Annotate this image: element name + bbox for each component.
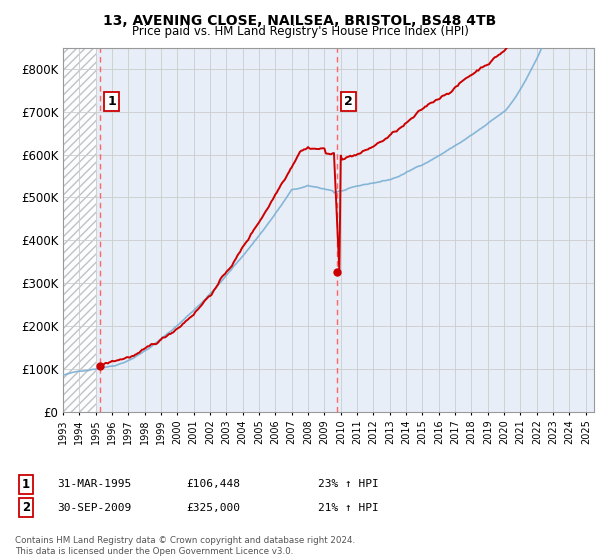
Text: 1: 1 xyxy=(22,478,30,491)
Text: Contains HM Land Registry data © Crown copyright and database right 2024.
This d: Contains HM Land Registry data © Crown c… xyxy=(15,536,355,556)
Text: 2: 2 xyxy=(22,501,30,515)
Text: 1: 1 xyxy=(107,95,116,108)
Text: 13, AVENING CLOSE, NAILSEA, BRISTOL, BS48 4TB: 13, AVENING CLOSE, NAILSEA, BRISTOL, BS4… xyxy=(103,14,497,28)
Text: 23% ↑ HPI: 23% ↑ HPI xyxy=(318,479,379,489)
Text: £325,000: £325,000 xyxy=(186,503,240,513)
Text: 21% ↑ HPI: 21% ↑ HPI xyxy=(318,503,379,513)
Text: 31-MAR-1995: 31-MAR-1995 xyxy=(57,479,131,489)
Text: 30-SEP-2009: 30-SEP-2009 xyxy=(57,503,131,513)
Text: 2: 2 xyxy=(344,95,353,108)
Text: £106,448: £106,448 xyxy=(186,479,240,489)
Text: Price paid vs. HM Land Registry's House Price Index (HPI): Price paid vs. HM Land Registry's House … xyxy=(131,25,469,38)
